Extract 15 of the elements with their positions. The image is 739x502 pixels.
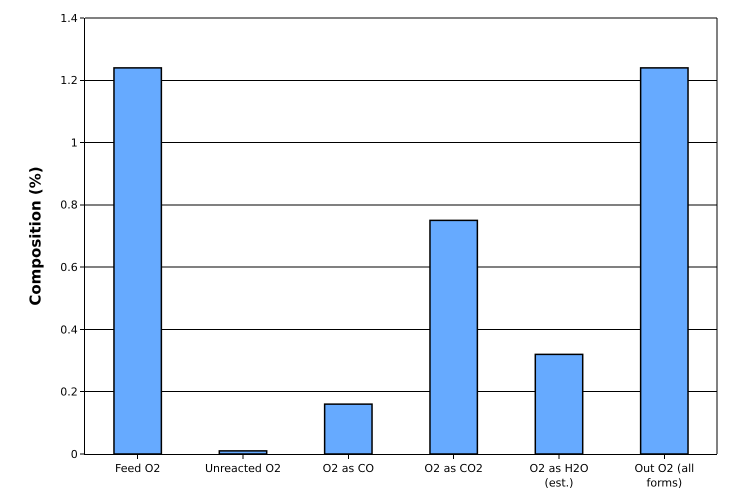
x-tick-label: Feed O2 — [114, 462, 160, 476]
y-tick-label: 0 — [70, 448, 78, 461]
y-tick-label: 0.8 — [60, 198, 78, 212]
x-tick-label: Unreacted O2 — [204, 462, 282, 476]
y-tick-label: 1.4 — [60, 12, 78, 25]
y-tick-label: 0.6 — [60, 260, 78, 274]
y-tick-label: 1 — [70, 136, 78, 150]
x-tick-label: O2 as CO — [322, 462, 374, 476]
y-tick-label: 0.2 — [60, 386, 78, 399]
x-tick-label: Out O2 (all forms) — [634, 462, 694, 490]
x-tick-label: O2 as CO2 — [424, 462, 483, 476]
x-tick-label: O2 as H2O (est.) — [529, 462, 589, 490]
y-tick-label: 0.4 — [60, 323, 78, 336]
y-axis-title: Composition (%) — [26, 166, 45, 306]
y-tick-label: 1.2 — [60, 74, 78, 88]
